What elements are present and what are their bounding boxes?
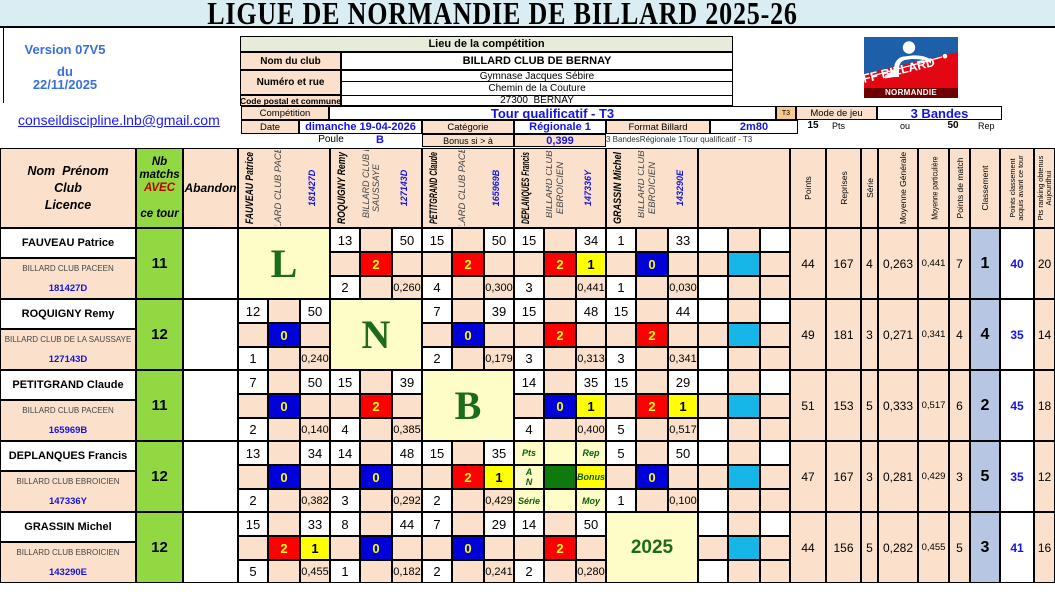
svg-text:NORMANDIE: NORMANDIE <box>885 88 937 97</box>
